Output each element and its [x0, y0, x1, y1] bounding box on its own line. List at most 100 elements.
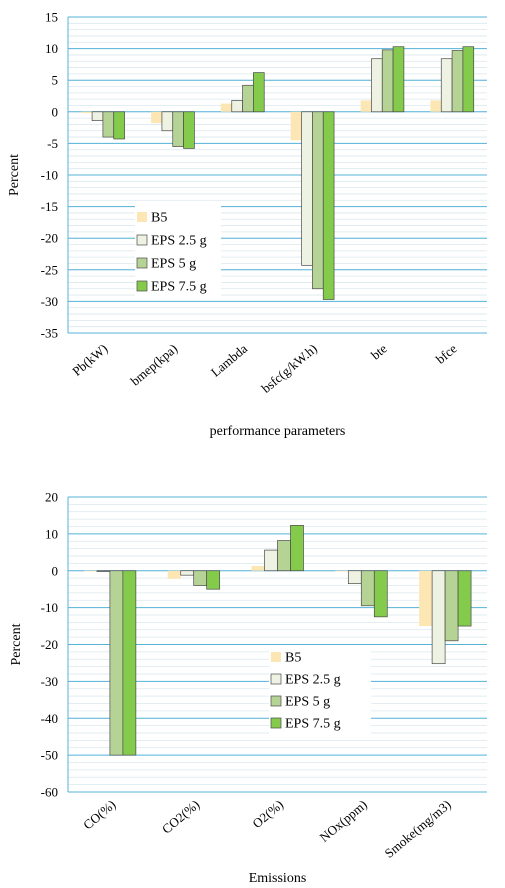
- bar: [220, 103, 232, 112]
- bar: [206, 570, 221, 590]
- legend-label: B5: [285, 651, 301, 666]
- bar: [440, 58, 453, 113]
- bar: [322, 111, 335, 300]
- bar: [151, 111, 162, 124]
- bar: [264, 549, 278, 572]
- legend-label: EPS 2.5 g: [285, 673, 341, 688]
- legend: B5 EPS 2.5 g EPS 5 g EPS 7.5 g: [269, 645, 371, 735]
- bar: [251, 565, 265, 571]
- legend: B5 EPS 2.5 g EPS 5 g EPS 7.5 g: [135, 206, 221, 296]
- bar: [122, 570, 137, 756]
- x-tick-label: CO2(%): [159, 797, 202, 837]
- bar: [102, 111, 115, 138]
- bar: [193, 570, 208, 586]
- legend-label: EPS 2.5 g: [151, 234, 207, 249]
- bar: [161, 111, 174, 132]
- y-tick-label: -30: [41, 674, 58, 689]
- bar: [360, 100, 372, 112]
- chart-2: -60 -50 -40 -30 -20 -10 0 10 20 CO(%) CO2(%) O2(%) N…: [9, 490, 487, 886]
- y-tick-label: -15: [41, 199, 58, 214]
- y-tick-label: 20: [45, 490, 58, 505]
- x-tick-label: Smoke(mg/m3): [382, 797, 454, 861]
- legend-box: [135, 206, 221, 296]
- x-tick-label: O2(%): [249, 797, 286, 831]
- bar: [109, 570, 124, 756]
- bar: [81, 111, 93, 114]
- legend-label: EPS 7.5 g: [285, 717, 341, 732]
- x-tick-label: CO(%): [80, 797, 118, 833]
- legend-label: EPS 5 g: [285, 695, 330, 710]
- y-tick-label: 0: [52, 104, 59, 119]
- y-tick-label: 10: [45, 526, 58, 541]
- y-tick-label: -35: [41, 326, 58, 341]
- y-tick-label: 15: [45, 10, 58, 25]
- legend-swatch: [136, 234, 148, 246]
- legend-label: EPS 7.5 g: [151, 280, 207, 295]
- bar: [253, 72, 265, 113]
- x-tick-label: bte: [368, 341, 390, 363]
- x-tick-label: bfce: [433, 341, 460, 367]
- legend-swatch: [270, 717, 282, 729]
- bar: [360, 570, 375, 607]
- bar: [96, 570, 111, 572]
- chart-1: -35 -30 -25 -20 -15 -10 -5 0 5 10 15 Pb(kW) bmep(kpa…: [7, 10, 487, 439]
- y-tick-label: -25: [41, 262, 58, 277]
- bar: [381, 49, 394, 113]
- y-tick-label: -40: [41, 711, 58, 726]
- bar: [277, 540, 291, 572]
- legend-swatch: [270, 673, 282, 685]
- legend-swatch: [136, 280, 148, 292]
- x-tick-label: Lambda: [208, 341, 250, 380]
- legend-swatch: [271, 652, 281, 662]
- bar: [430, 100, 442, 112]
- y-tick-label: -20: [41, 637, 58, 652]
- x-tick-label: bmep(kpa): [127, 341, 180, 389]
- bar: [335, 570, 349, 572]
- bar: [290, 111, 302, 141]
- y-tick-label: -10: [41, 600, 58, 615]
- bar: [167, 570, 181, 579]
- bar: [183, 111, 195, 149]
- bar: [419, 570, 433, 627]
- x-axis-title: performance parameters: [210, 424, 346, 439]
- bar: [83, 570, 97, 572]
- x-tick-label: NOx(ppm): [317, 797, 370, 845]
- y-tick-label: -60: [41, 785, 58, 800]
- legend-label: B5: [151, 211, 167, 226]
- bar: [113, 111, 125, 140]
- y-tick-label: -50: [41, 748, 58, 763]
- y-tick-label: 0: [52, 563, 59, 578]
- bar: [431, 570, 446, 665]
- bar: [91, 111, 104, 121]
- bar: [451, 50, 464, 113]
- legend-swatch: [137, 212, 147, 222]
- y-tick-label: -20: [41, 231, 58, 246]
- x-tick-label: bsfc(g/kW.h): [258, 341, 320, 396]
- bar: [444, 570, 459, 642]
- bar: [371, 58, 383, 113]
- bar: [231, 100, 243, 113]
- bar: [392, 46, 405, 113]
- legend-swatch: [270, 695, 282, 707]
- bar: [373, 570, 388, 618]
- bar: [301, 111, 313, 266]
- bar: [347, 570, 362, 585]
- bar: [462, 46, 475, 113]
- x-axis-title: Emissions: [249, 871, 307, 886]
- y-axis-title: Percent: [7, 154, 22, 196]
- bar: [242, 84, 254, 113]
- bar: [457, 570, 472, 627]
- bar: [180, 570, 195, 576]
- x-tick-label: Pb(kW): [69, 341, 110, 379]
- bar: [172, 111, 184, 147]
- legend-swatch: [136, 257, 148, 269]
- legend-box: [269, 645, 371, 735]
- y-tick-label: 10: [45, 41, 58, 56]
- legend-label: EPS 5 g: [151, 257, 196, 272]
- bar: [312, 111, 324, 290]
- y-tick-label: -5: [47, 136, 58, 151]
- y-tick-label: -10: [41, 168, 58, 183]
- bar: [290, 525, 304, 572]
